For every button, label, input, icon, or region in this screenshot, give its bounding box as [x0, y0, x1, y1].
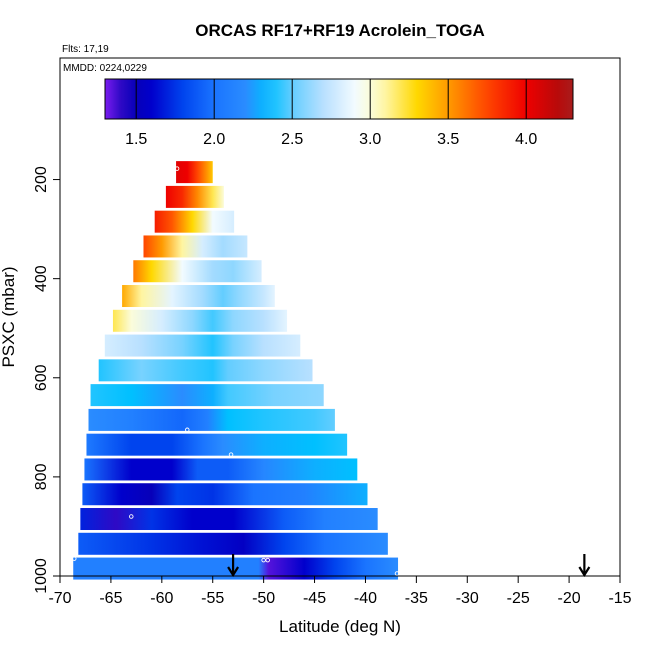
x-tick-label: -50	[252, 590, 275, 607]
x-tick-label: -70	[48, 590, 71, 607]
curtain-band	[86, 433, 348, 456]
date-annotation: MMDD: 0224,0229	[63, 63, 147, 74]
down-arrow-icon	[227, 554, 240, 578]
curtain-band	[98, 359, 313, 382]
position-arrows	[227, 554, 591, 578]
x-tick-label: -40	[354, 590, 377, 607]
x-tick-label: -15	[608, 590, 631, 607]
colorbar-tick-label: 3.0	[359, 131, 381, 148]
x-tick-label: -20	[558, 590, 581, 607]
down-arrow-icon	[578, 554, 591, 578]
sample-points	[72, 166, 400, 576]
chart-title: ORCAS RF17+RF19 Acrolein_TOGA	[195, 21, 485, 40]
x-tick-label: -60	[150, 590, 173, 607]
x-tick-label: -25	[507, 590, 530, 607]
x-tick-label: -45	[303, 590, 326, 607]
y-tick-label: 1000	[33, 558, 50, 594]
x-tick-label: -55	[201, 590, 224, 607]
sample-point	[394, 571, 400, 576]
curtain-band	[133, 260, 262, 283]
curtain-band	[112, 309, 288, 332]
sample-point	[174, 166, 180, 171]
x-tick-label: -65	[99, 590, 122, 607]
colorbar-tick-label: 1.5	[125, 131, 147, 148]
sample-point	[83, 385, 88, 390]
flights-annotation: Flts: 17,19	[62, 44, 109, 55]
sample-point	[261, 557, 266, 563]
colorbar-tick-label: 2.0	[203, 131, 225, 148]
colorbar-ticks: 1.5 2.0 2.5 3.0 3.5 4.0	[125, 79, 537, 148]
sample-point	[129, 514, 134, 519]
colorbar: 1.5 2.0 2.5 3.0 3.5 4.0	[104, 78, 574, 148]
sample-point	[228, 452, 234, 457]
curtain-band	[154, 210, 235, 233]
curtain-band	[122, 285, 275, 308]
colorbar-tick-label: 4.0	[515, 131, 537, 148]
x-tick-label: -35	[405, 590, 428, 607]
colorbar-tick-label: 2.5	[281, 131, 303, 148]
curtain-band	[82, 483, 368, 506]
y-tick-label: 800	[33, 463, 50, 490]
y-axis-label: PSXC (mbar)	[0, 266, 18, 367]
curtain-band	[84, 458, 358, 481]
x-axis: -70 -65 -60 -55 -50 -45 -40 -35 -30 -25 -20 -15	[48, 576, 632, 607]
curtain-band	[73, 557, 399, 580]
x-tick-label: -30	[456, 590, 479, 607]
sample-point	[72, 556, 77, 561]
curtain-band	[80, 508, 378, 531]
curtain-bands	[73, 161, 399, 580]
x-axis-label: Latitude (deg N)	[279, 617, 401, 636]
y-tick-label: 600	[33, 364, 50, 391]
curtain-band	[176, 161, 213, 184]
colorbar-gradient	[104, 78, 574, 120]
curtain-band	[165, 185, 224, 208]
plot-frame	[59, 57, 621, 577]
curtain-band	[143, 235, 248, 258]
colorbar-tick-label: 3.5	[437, 131, 459, 148]
y-axis: 200 400 600 800 1000	[33, 166, 60, 594]
curtain-band	[88, 408, 335, 431]
y-tick-label: 200	[33, 166, 50, 193]
curtain-band	[78, 532, 388, 555]
curtain-band	[104, 334, 301, 357]
sample-point	[185, 427, 190, 433]
y-tick-label: 400	[33, 265, 50, 292]
sample-point	[265, 557, 270, 563]
curtain-band	[90, 384, 324, 407]
